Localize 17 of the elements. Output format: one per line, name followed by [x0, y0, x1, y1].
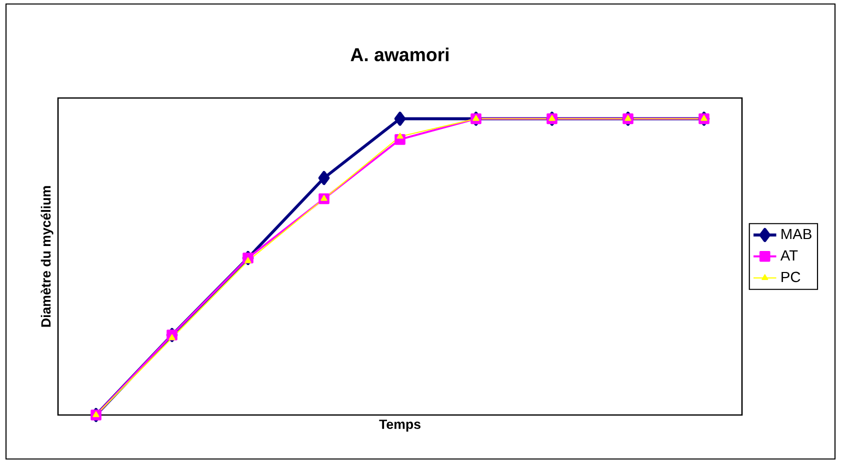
point — [624, 114, 632, 121]
point — [548, 114, 556, 121]
x-axis-title: Temps — [379, 420, 420, 432]
legend-label: AT — [780, 250, 798, 260]
point — [394, 112, 406, 126]
point — [92, 411, 100, 418]
chart-title: A. awamori — [350, 48, 448, 62]
point — [318, 170, 330, 186]
point — [168, 334, 176, 340]
point — [396, 132, 404, 139]
point — [700, 114, 708, 121]
point — [472, 114, 480, 121]
legend-label: PC — [782, 272, 800, 282]
y-axis-title: Diamètre du mycélium — [40, 186, 54, 327]
point — [244, 257, 252, 264]
legend-label: MAB — [782, 228, 812, 240]
point — [320, 194, 328, 201]
